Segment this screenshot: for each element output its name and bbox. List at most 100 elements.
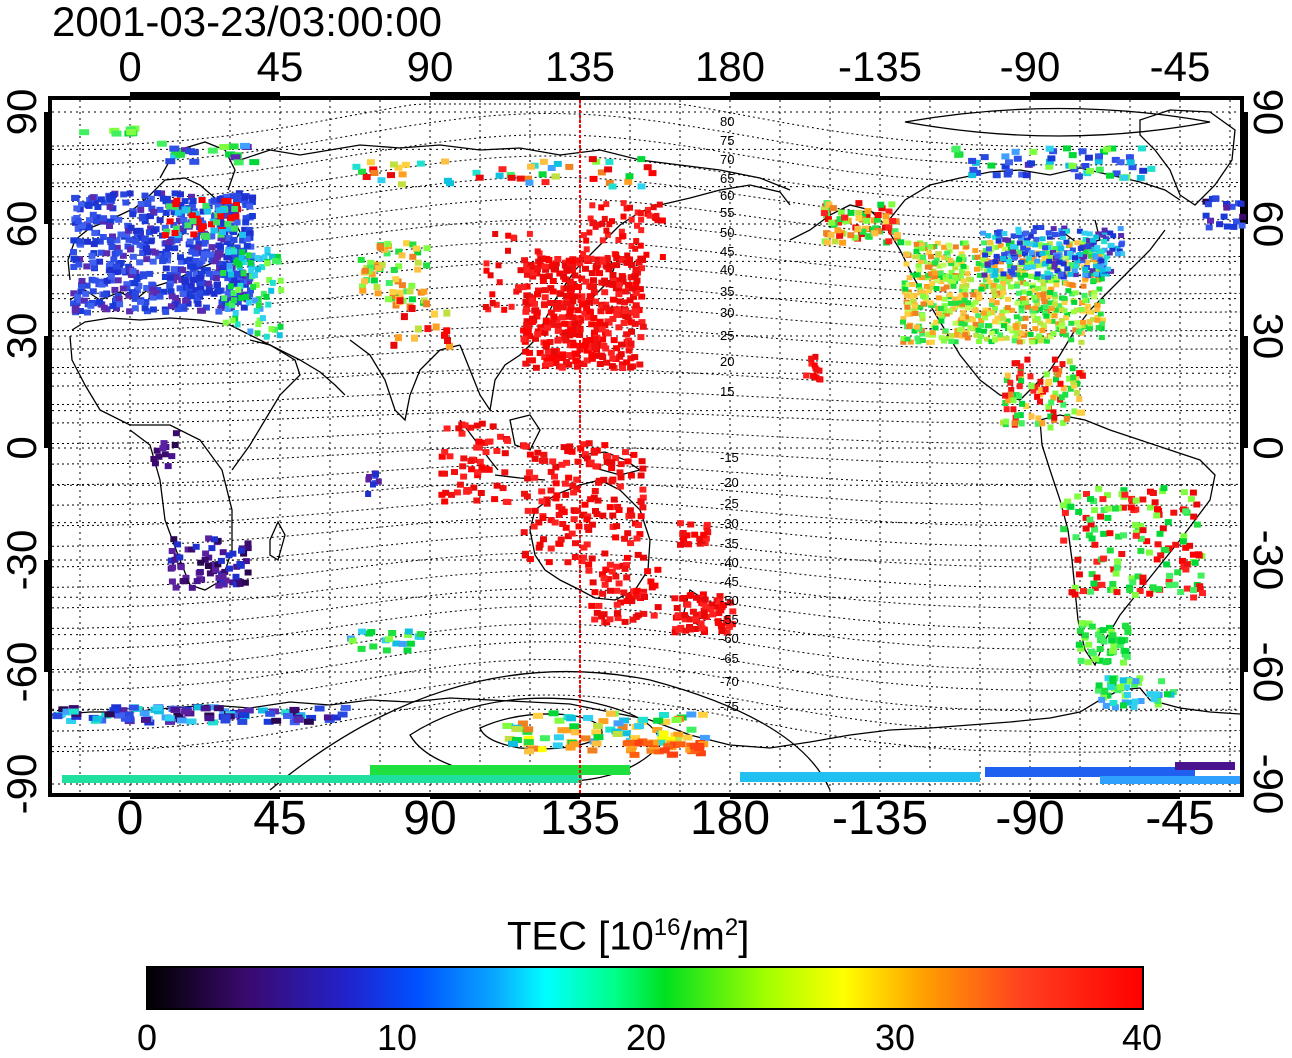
tec-cell <box>969 166 978 173</box>
tec-cell <box>632 290 640 296</box>
tec-cell <box>218 579 226 585</box>
tec-cell <box>993 253 1000 259</box>
contour-label: 15 <box>720 384 734 399</box>
tec-cell <box>89 288 97 295</box>
tec-cell <box>1021 300 1028 306</box>
tec-cell <box>986 250 993 256</box>
tec-cell <box>443 177 452 184</box>
tec-cell <box>1153 556 1161 563</box>
tec-cell <box>1030 256 1037 262</box>
tec-cell <box>274 253 281 260</box>
tec-cell <box>842 218 850 225</box>
tec-cell <box>1017 412 1024 419</box>
tec-cell <box>406 288 414 295</box>
tec-cell <box>441 449 449 455</box>
tec-cell <box>588 270 596 277</box>
tec-cell <box>654 566 662 573</box>
tec-cell <box>241 226 249 233</box>
tec-cell <box>943 284 950 290</box>
tec-cell <box>243 235 251 242</box>
colorbar-tick: 20 <box>625 1017 667 1058</box>
tec-cell <box>187 282 195 289</box>
tec-cell <box>573 507 581 514</box>
tec-cell <box>550 313 558 320</box>
tec-cell <box>523 271 531 278</box>
tec-cell <box>521 257 529 264</box>
tec-cell <box>1026 290 1033 296</box>
tec-cell <box>114 712 125 719</box>
tec-cell <box>1010 233 1017 239</box>
tec-cell <box>613 587 621 594</box>
tec-cell <box>1099 627 1107 634</box>
tec-cell <box>544 324 551 331</box>
tec-cell <box>980 154 989 161</box>
tec-cell <box>671 629 679 636</box>
tec-cell <box>633 587 641 594</box>
tec-cell <box>566 310 574 317</box>
tec-cell <box>381 246 389 253</box>
tec-cell <box>836 216 844 223</box>
tec-cell <box>1116 642 1124 648</box>
tec-cell <box>1056 303 1063 309</box>
tec-cell <box>1009 328 1016 334</box>
tec-cell <box>89 211 97 218</box>
tec-cell <box>79 129 90 136</box>
tec-cell <box>1091 507 1099 514</box>
tec-cell <box>123 285 131 292</box>
tec-cell <box>962 240 969 246</box>
tec-cell <box>689 743 700 750</box>
tec-cell <box>1053 376 1059 383</box>
tec-cell <box>557 536 565 543</box>
coastline-borneo <box>509 414 541 451</box>
tec-cell <box>145 229 153 236</box>
tec-cell <box>608 568 616 575</box>
tec-cell <box>83 221 91 228</box>
tec-cell <box>100 304 108 311</box>
tec-cell <box>712 603 720 610</box>
tec-cell <box>378 261 386 268</box>
tec-cell <box>1005 397 1012 404</box>
tec-cell <box>1101 239 1108 245</box>
tec-cell <box>526 451 534 458</box>
tec-cell <box>723 629 731 636</box>
tec-cell <box>700 531 708 538</box>
tec-cell <box>1182 544 1190 551</box>
tec-cell <box>189 244 197 251</box>
tec-cell <box>619 257 627 264</box>
tec-cell <box>612 573 620 580</box>
tec-cell <box>1010 244 1016 250</box>
tec-cell <box>195 290 203 297</box>
tec-cell <box>150 208 158 215</box>
tec-cell <box>1238 222 1246 229</box>
tec-cell <box>107 196 114 203</box>
tec-cell <box>716 598 724 605</box>
tec-cell <box>1118 242 1125 248</box>
tec-cell <box>547 300 555 306</box>
contour-label: 65 <box>720 171 734 186</box>
top-lon-tick: -90 <box>999 43 1061 90</box>
tec-cell <box>1083 491 1090 497</box>
tec-cell <box>397 181 406 188</box>
tec-cell <box>1047 155 1056 162</box>
tec-cell <box>1067 503 1075 510</box>
tec-cell <box>610 496 618 503</box>
tec-cell <box>553 303 560 310</box>
tec-cell <box>1179 538 1187 545</box>
tec-cell <box>1068 254 1075 260</box>
tec-cell <box>1093 234 1100 240</box>
tec-cell <box>1007 391 1014 398</box>
tec-cell <box>1123 653 1131 660</box>
tec-cell <box>94 204 102 210</box>
tec-cell <box>613 601 621 608</box>
tec-cell <box>1034 316 1041 322</box>
tec-cell <box>976 339 983 344</box>
tec-cell <box>123 281 131 288</box>
tec-cell <box>605 710 616 717</box>
tec-cell <box>905 282 912 287</box>
tec-cell <box>862 225 870 232</box>
tec-cell <box>215 242 223 249</box>
tec-cell <box>538 498 546 505</box>
tec-cell <box>358 628 367 635</box>
tec-cell <box>901 280 908 286</box>
tec-cell <box>562 337 570 344</box>
